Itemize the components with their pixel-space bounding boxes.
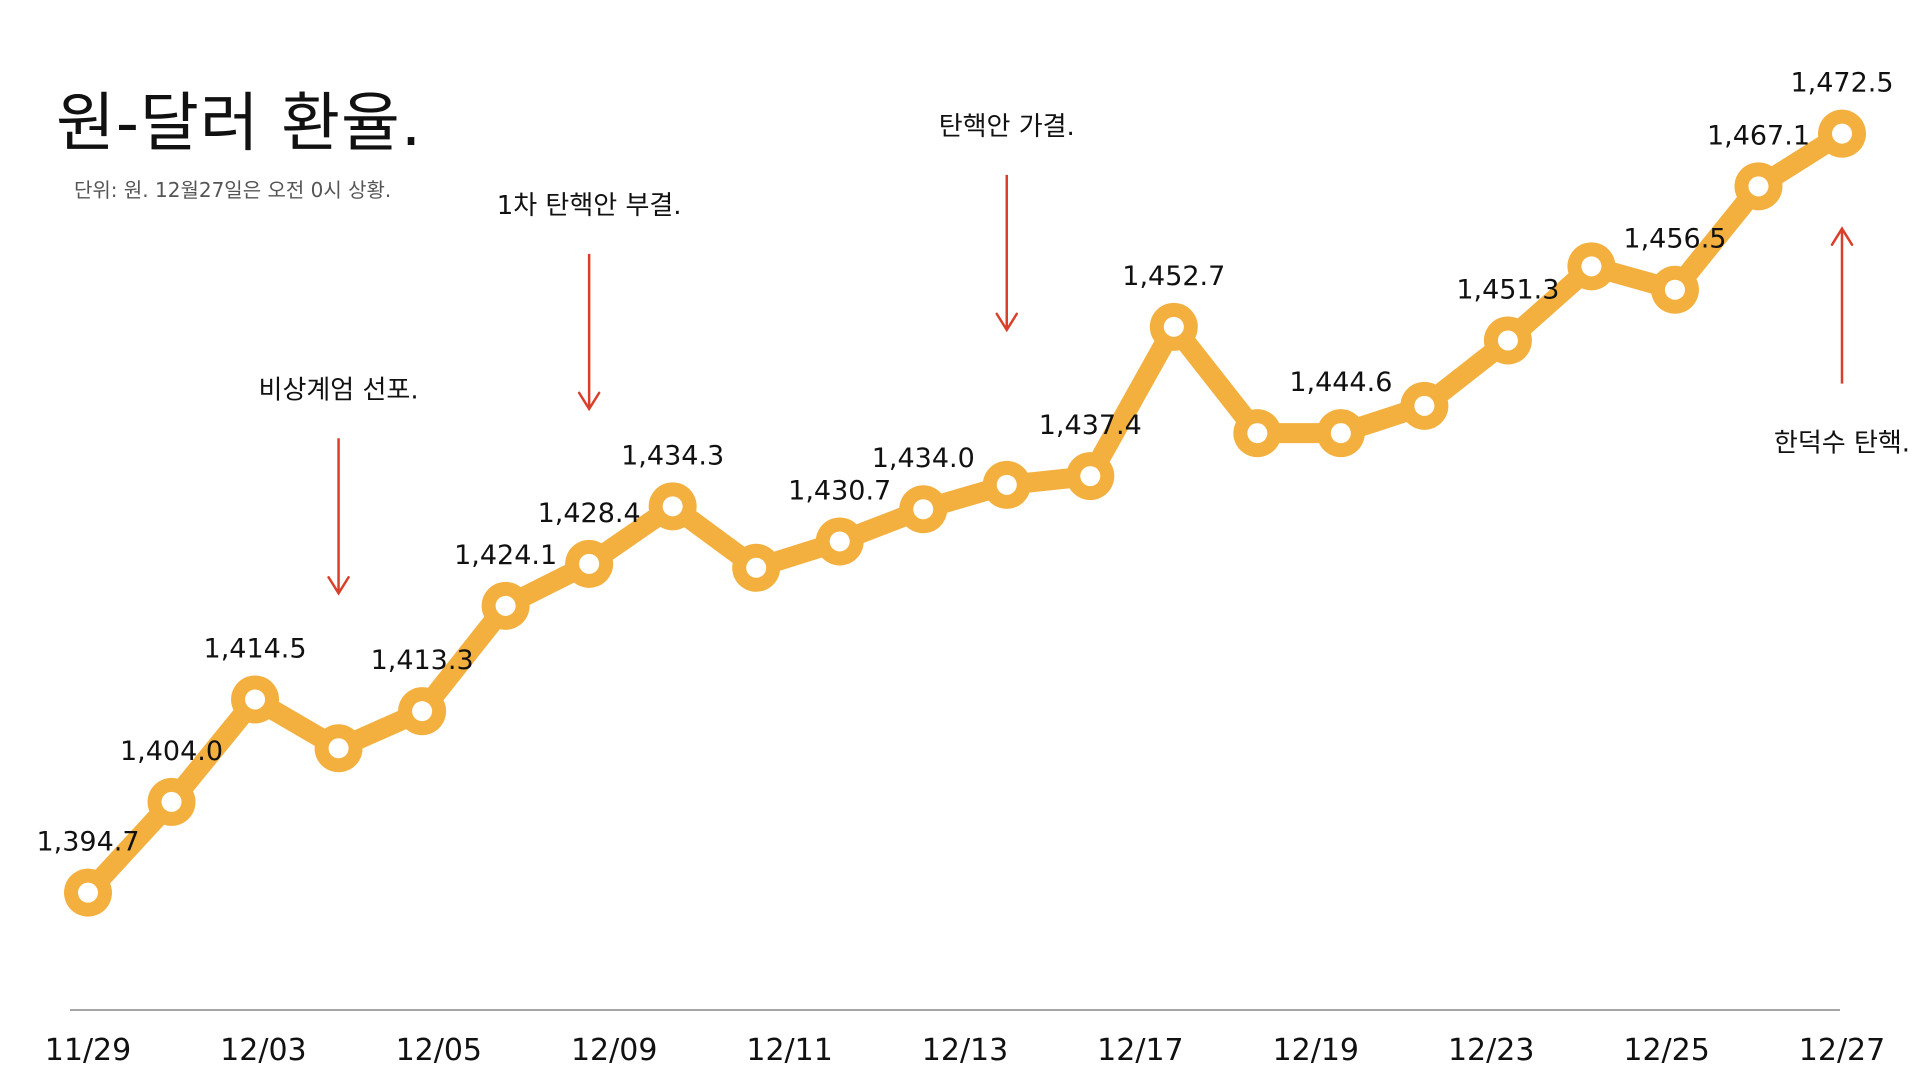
data-point-center xyxy=(412,701,433,722)
data-label: 1,451.3 xyxy=(1456,274,1559,305)
data-label: 1,428.4 xyxy=(538,498,641,529)
data-point-center xyxy=(1330,423,1351,444)
x-tick-label: 12/13 xyxy=(922,1033,1008,1068)
annotation-arrowhead xyxy=(327,576,350,596)
data-points xyxy=(64,109,1866,917)
annotation-arrowhead xyxy=(995,312,1019,333)
x-tick-label: 12/27 xyxy=(1799,1033,1885,1068)
data-point-center xyxy=(579,553,600,574)
data-label: 1,437.4 xyxy=(1039,410,1142,441)
data-point-center xyxy=(1581,256,1602,277)
data-label: 1,444.6 xyxy=(1289,367,1392,398)
data-point-center xyxy=(1497,330,1518,351)
data-label: 1,404.0 xyxy=(120,736,223,767)
data-point-center xyxy=(245,689,266,710)
data-point-center xyxy=(746,557,767,578)
annotation-label: 탄핵안 가결. xyxy=(939,112,1075,142)
annotation-arrowhead xyxy=(577,391,601,412)
data-point-center xyxy=(996,474,1017,495)
x-tick-label: 11/29 xyxy=(45,1033,131,1068)
data-point-center xyxy=(1414,395,1435,416)
x-tick-labels: 11/29 12/03 12/05 12/09 12/11 12/13 12/17 12/19… xyxy=(45,1033,1885,1068)
data-point-center xyxy=(913,499,934,520)
data-point-center xyxy=(1080,466,1101,487)
data-point-center xyxy=(1748,176,1769,197)
data-label: 1,452.7 xyxy=(1122,261,1225,292)
data-point-center xyxy=(328,738,349,759)
data-label: 1,430.7 xyxy=(788,475,891,506)
data-point-center xyxy=(1247,423,1268,444)
data-label: 1,472.5 xyxy=(1790,68,1893,99)
data-point-center xyxy=(161,791,182,812)
x-tick-label: 12/05 xyxy=(396,1033,482,1068)
x-tick-label: 12/19 xyxy=(1273,1033,1359,1068)
data-label: 1,413.3 xyxy=(371,645,474,676)
data-label: 1,467.1 xyxy=(1707,120,1810,151)
annotations: 비상계엄 선포. 1차 탄핵안 부결. 탄핵안 가결. 한덕수 탄핵. xyxy=(259,112,1910,596)
x-tick-label: 12/25 xyxy=(1623,1033,1709,1068)
x-tick-label: 12/17 xyxy=(1097,1033,1183,1068)
annotation-arrowhead xyxy=(1830,226,1854,246)
data-labels: 1,394.7 1,404.0 1,414.5 1,413.3 1,424.1 1,428… xyxy=(36,68,1893,858)
series-line xyxy=(78,123,1852,903)
x-tick-label: 12/11 xyxy=(746,1033,832,1068)
page-title: 원-달러 환율. xyxy=(56,87,423,161)
series-line-group xyxy=(78,123,1852,903)
data-point-center xyxy=(495,595,516,616)
page-subtitle: 단위: 원. 12월27일은 오전 0시 상황. xyxy=(74,178,392,202)
annotation-label: 한덕수 탄핵. xyxy=(1774,429,1910,459)
data-point-center xyxy=(662,496,683,517)
data-point-center xyxy=(1664,279,1685,300)
data-label: 1,424.1 xyxy=(454,540,557,571)
data-point-center xyxy=(1163,316,1184,337)
x-tick-label: 12/09 xyxy=(571,1033,657,1068)
data-point-center xyxy=(829,531,850,552)
data-point-center xyxy=(78,882,98,903)
data-label: 1,414.5 xyxy=(204,633,307,664)
x-tick-label: 12/23 xyxy=(1448,1033,1534,1068)
annotation-label: 비상계엄 선포. xyxy=(259,375,419,405)
data-label: 1,456.5 xyxy=(1623,224,1726,255)
data-label: 1,394.7 xyxy=(36,827,139,858)
data-label: 1,434.3 xyxy=(621,440,724,471)
data-point-center xyxy=(1832,123,1852,144)
annotation-label: 1차 탄핵안 부결. xyxy=(497,191,682,221)
x-tick-label: 12/03 xyxy=(220,1033,306,1068)
data-label: 1,434.0 xyxy=(872,443,975,474)
